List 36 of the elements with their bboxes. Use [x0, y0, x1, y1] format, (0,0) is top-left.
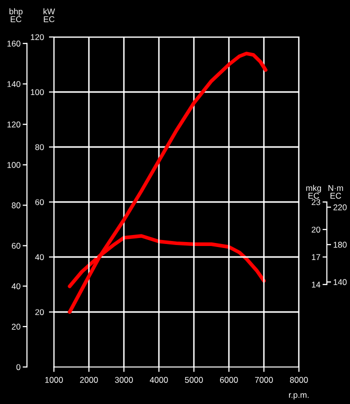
x-tick-label: 6000 [220, 376, 238, 383]
y-axis-title: kW EC [44, 8, 55, 22]
y2-tick-label: 140 [334, 279, 347, 286]
y2-tick-label: 20 [12, 324, 20, 330]
x-axis-title: r.p.m. [289, 393, 309, 400]
x-tick-label: 5000 [184, 376, 203, 383]
y-tick-label: 20 [312, 226, 320, 233]
x-tick-label: 2000 [80, 376, 98, 383]
x-tick-label: 8000 [290, 376, 308, 383]
y2-axis-title: N·m EC [328, 185, 343, 199]
x-tick-label: 3000 [114, 376, 133, 383]
y2-tick-label: 120 [7, 122, 20, 128]
y-tick-label: 23 [312, 199, 320, 206]
x-tick-label: 1000 [45, 376, 63, 383]
y-tick-label: 120 [30, 34, 44, 40]
y-tick-label: 60 [35, 199, 44, 206]
y2-tick-label: 40 [12, 283, 20, 290]
y-axis-title: mkg EC [306, 184, 321, 199]
y-tick-label: 20 [35, 309, 44, 316]
y-tick-label: 40 [35, 254, 44, 260]
y2-tick-label: 160 [7, 40, 20, 47]
x-tick-label: 7000 [255, 376, 273, 383]
y2-tick-label: 100 [7, 162, 20, 168]
y2-tick-label: 80 [12, 202, 20, 208]
y-tick-label: 17 [312, 254, 320, 260]
y-tick-label: 100 [30, 89, 44, 96]
line-series [68, 52, 268, 314]
y2-axis-title: bhp EC [10, 8, 23, 22]
x-tick-label: 4000 [150, 376, 168, 383]
y2-tick-label: 180 [334, 242, 347, 248]
y2-tick-label: 60 [12, 242, 20, 249]
y2-tick-label: 0 [16, 364, 20, 370]
y2-tick-label: 220 [334, 204, 347, 210]
y-tick-label: 80 [35, 144, 44, 150]
y-tick-label: 14 [312, 282, 320, 288]
y2-tick-label: 140 [7, 81, 20, 88]
